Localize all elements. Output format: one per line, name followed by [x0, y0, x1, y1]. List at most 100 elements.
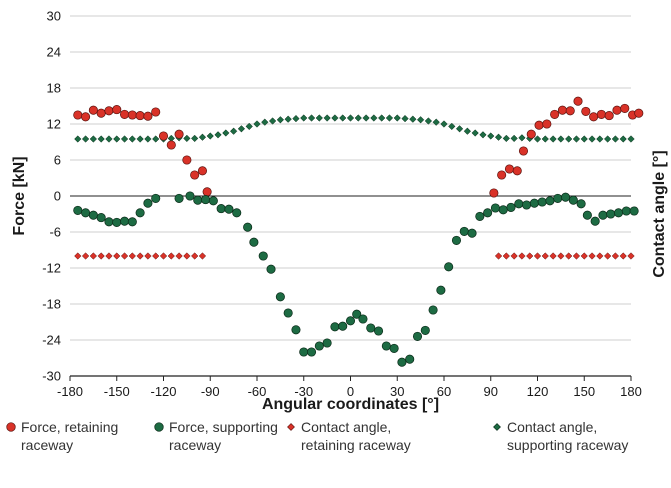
- data-point: [258, 251, 268, 261]
- data-point: [412, 331, 423, 341]
- data-point: [634, 108, 644, 118]
- data-point: [120, 135, 129, 143]
- data-point: [120, 252, 129, 260]
- data-point: [568, 195, 578, 205]
- legend-item-force-retaining: Force, retaining raceway: [4, 418, 118, 454]
- x-tick-label: -90: [201, 384, 220, 399]
- data-point: [104, 106, 114, 116]
- data-point: [315, 114, 323, 122]
- data-point: [299, 347, 309, 357]
- data-point: [514, 199, 524, 209]
- legend-label-force-retaining: Force, retaining raceway: [21, 419, 119, 453]
- x-tick-label: -120: [150, 384, 176, 399]
- data-point: [229, 127, 238, 135]
- data-point: [214, 131, 222, 139]
- legend-marker-diamond-red-icon: [287, 423, 295, 431]
- data-point: [366, 323, 376, 333]
- data-point: [198, 133, 207, 141]
- data-point: [307, 114, 316, 122]
- data-point: [136, 135, 144, 143]
- x-tick-labels: -180 -150 -120 -90 -60 -30 0 30 60 90 120 150 180: [57, 376, 642, 399]
- data-point: [502, 134, 510, 143]
- data-point: [113, 252, 121, 260]
- y-tick-label: -12: [42, 261, 61, 276]
- data-point: [135, 111, 145, 121]
- data-point: [354, 114, 362, 122]
- series-3: [74, 114, 635, 143]
- y-tick-label: -6: [49, 225, 61, 240]
- data-point: [81, 208, 91, 218]
- y-tick-label: -18: [42, 297, 61, 312]
- data-point: [553, 193, 563, 203]
- data-point: [611, 252, 620, 260]
- data-point: [627, 252, 635, 260]
- data-point: [358, 314, 368, 324]
- data-point: [518, 252, 526, 260]
- gridlines: [70, 15, 631, 341]
- legend: Force, retaining raceway Force, supporti…: [0, 418, 671, 488]
- data-point: [381, 341, 391, 351]
- x-axis-title: Angular coordinates [°]: [262, 396, 439, 413]
- legend-item-force-supporting: Force, supporting raceway: [152, 418, 278, 454]
- data-point: [627, 135, 635, 143]
- data-point: [119, 109, 130, 119]
- y-tick-label: 18: [47, 81, 61, 96]
- data-point: [197, 166, 208, 176]
- x-tick-label: 150: [573, 384, 595, 399]
- data-point: [128, 135, 136, 143]
- data-point: [152, 135, 160, 143]
- data-point: [144, 252, 152, 260]
- data-point: [143, 198, 153, 208]
- y-tick-labels: 30 24 18 12 6 0 -6 -12 -18 -24 -30: [42, 9, 61, 384]
- data-point: [440, 120, 448, 128]
- data-point: [588, 135, 596, 143]
- data-point: [370, 114, 378, 122]
- data-point: [222, 129, 230, 137]
- data-point: [471, 129, 479, 137]
- data-point: [549, 135, 557, 143]
- data-point: [373, 326, 384, 336]
- data-point: [526, 252, 534, 260]
- data-point: [510, 134, 518, 143]
- data-point: [292, 114, 300, 123]
- data-point: [580, 252, 588, 260]
- data-point: [489, 188, 499, 198]
- data-point: [428, 305, 438, 315]
- data-point: [619, 252, 627, 260]
- data-point: [612, 105, 622, 115]
- data-point: [629, 206, 639, 216]
- data-point: [572, 252, 581, 260]
- data-point: [275, 292, 285, 302]
- data-point: [166, 140, 176, 150]
- data-point: [291, 325, 301, 335]
- data-point: [97, 252, 105, 260]
- data-point: [174, 193, 184, 203]
- y-tick-label: 0: [54, 189, 61, 204]
- x-tick-label: 60: [437, 384, 451, 399]
- data-point: [483, 208, 493, 218]
- data-point: [352, 309, 362, 319]
- data-point: [541, 135, 549, 143]
- data-point: [81, 252, 90, 260]
- data-point: [185, 191, 195, 201]
- data-point: [529, 198, 539, 208]
- data-point: [619, 135, 627, 143]
- data-point: [245, 122, 253, 131]
- data-point: [451, 235, 462, 245]
- x-tick-label: 90: [484, 384, 498, 399]
- data-point: [537, 197, 547, 207]
- data-point: [261, 118, 269, 126]
- data-point: [81, 135, 90, 143]
- data-point: [420, 325, 430, 335]
- data-point: [284, 115, 292, 123]
- data-point: [276, 116, 285, 124]
- data-point: [533, 252, 542, 260]
- x-tick-label: -180: [57, 384, 83, 399]
- data-point: [330, 322, 340, 332]
- data-point: [534, 120, 544, 130]
- data-point: [603, 135, 612, 143]
- data-point: [74, 252, 82, 260]
- data-point: [97, 135, 105, 143]
- data-point: [459, 226, 469, 236]
- data-point: [490, 203, 500, 213]
